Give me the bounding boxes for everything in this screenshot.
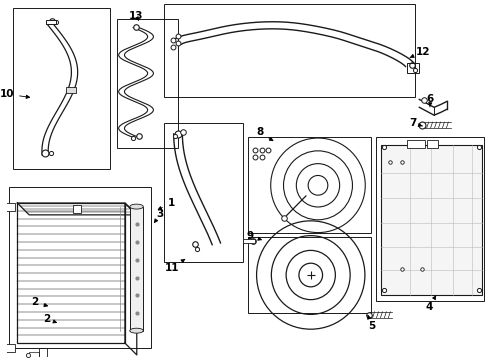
Text: 10: 10 [0, 89, 29, 99]
Text: 2: 2 [31, 297, 48, 307]
Bar [243, 239, 255, 243]
Bar [64, 358, 72, 360]
Bar [376, 138, 485, 301]
Bar [407, 63, 419, 73]
Text: 8: 8 [256, 127, 273, 141]
Text: 11: 11 [165, 259, 185, 273]
Text: 7: 7 [409, 118, 422, 128]
Text: 4: 4 [425, 296, 436, 312]
Bar [164, 123, 243, 262]
Bar [13, 8, 110, 169]
Bar [17, 203, 125, 343]
Bar [3, 344, 15, 352]
Bar [9, 187, 151, 348]
Bar [73, 205, 81, 213]
Bar [130, 207, 143, 331]
Ellipse shape [130, 328, 143, 333]
Bar [248, 138, 371, 233]
Text: 13: 13 [128, 11, 143, 21]
Ellipse shape [130, 204, 143, 209]
Bar [381, 145, 482, 295]
Text: 6: 6 [427, 94, 434, 107]
Bar [3, 203, 15, 211]
Bar [29, 352, 39, 358]
Bar [164, 4, 415, 97]
Text: 1: 1 [158, 198, 175, 210]
Text: 3: 3 [154, 210, 164, 222]
Bar [66, 87, 76, 93]
Text: 12: 12 [410, 47, 430, 58]
Bar [117, 19, 178, 148]
Bar [427, 140, 439, 148]
Bar [46, 20, 56, 24]
Bar [248, 237, 371, 313]
Text: 9: 9 [247, 231, 261, 241]
Bar [407, 140, 425, 148]
Text: 2: 2 [43, 314, 56, 324]
Text: 5: 5 [368, 315, 376, 331]
Bar [39, 348, 47, 360]
